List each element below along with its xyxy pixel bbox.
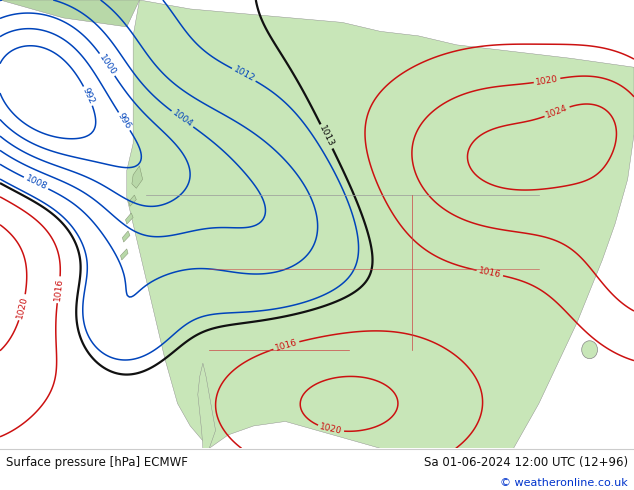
Text: 1020: 1020 — [319, 422, 343, 436]
Polygon shape — [127, 0, 634, 448]
Text: © weatheronline.co.uk: © weatheronline.co.uk — [500, 477, 628, 488]
Text: 1016: 1016 — [274, 338, 299, 353]
Polygon shape — [126, 213, 133, 224]
Text: 996: 996 — [116, 112, 133, 131]
Text: 1012: 1012 — [231, 65, 256, 84]
Text: 1008: 1008 — [23, 174, 48, 192]
Polygon shape — [129, 195, 136, 206]
Text: 1000: 1000 — [97, 52, 117, 76]
Text: 1020: 1020 — [535, 74, 559, 87]
Text: 1016: 1016 — [477, 266, 502, 280]
Text: 1024: 1024 — [545, 103, 569, 120]
Ellipse shape — [582, 341, 598, 359]
Polygon shape — [120, 249, 128, 260]
Polygon shape — [132, 166, 143, 188]
Text: Surface pressure [hPa] ECMWF: Surface pressure [hPa] ECMWF — [6, 456, 188, 469]
Text: 1020: 1020 — [15, 295, 30, 319]
Polygon shape — [0, 0, 139, 27]
Text: 1016: 1016 — [53, 278, 65, 302]
Text: 992: 992 — [81, 86, 96, 105]
Text: Sa 01-06-2024 12:00 UTC (12+96): Sa 01-06-2024 12:00 UTC (12+96) — [424, 456, 628, 469]
Polygon shape — [198, 363, 216, 448]
Polygon shape — [122, 231, 130, 242]
Text: 1013: 1013 — [318, 124, 335, 149]
Text: 1004: 1004 — [171, 109, 194, 129]
